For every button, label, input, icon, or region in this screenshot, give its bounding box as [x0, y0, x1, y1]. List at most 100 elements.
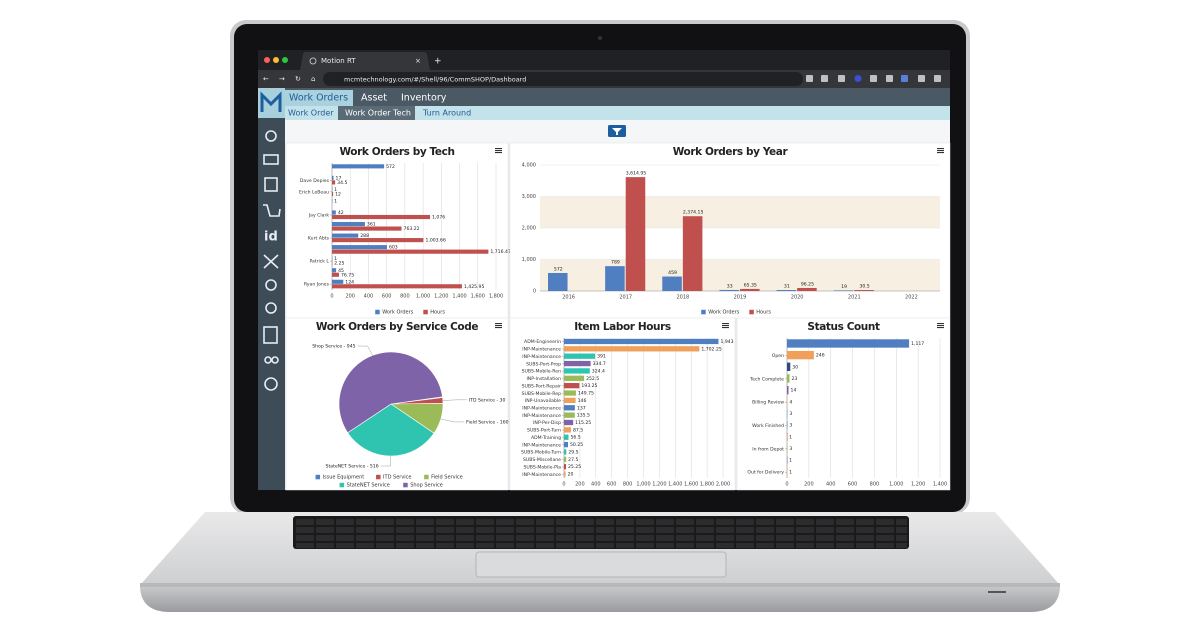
active-subtab[interactable] — [338, 106, 415, 120]
sub-tab[interactable]: Turn Around — [422, 109, 471, 118]
extension[interactable] — [838, 75, 845, 82]
nav-icon[interactable] — [264, 177, 278, 192]
chart-menu[interactable] — [495, 148, 502, 154]
category-label: SUBS-Port-Turn — [527, 428, 561, 434]
data-label: 572 — [554, 266, 563, 272]
bar — [833, 290, 854, 291]
x-tick-label: 400 — [826, 482, 836, 488]
camera — [598, 36, 602, 40]
data-label: 56.5 — [570, 435, 580, 441]
bar — [564, 464, 567, 470]
extension[interactable] — [901, 75, 908, 82]
nav-icon[interactable] — [265, 130, 277, 142]
keys — [295, 518, 907, 548]
nav-icon[interactable] — [263, 154, 279, 165]
bar — [564, 383, 580, 389]
bar — [564, 368, 590, 374]
data-label: 2.25 — [334, 261, 344, 267]
menu-bar — [937, 152, 944, 154]
category-label: INP-Maintenance — [522, 413, 561, 419]
data-label: 1 — [789, 458, 792, 464]
chart-title: Work Orders by Service Code — [316, 321, 478, 333]
home-button[interactable]: ⌂ — [311, 75, 315, 83]
chart-panel — [509, 142, 951, 319]
zoom-button[interactable] — [282, 57, 288, 63]
tab-close[interactable]: × — [415, 57, 421, 65]
legend-swatch — [339, 482, 345, 488]
extension[interactable] — [918, 75, 925, 82]
x-tick-label: 200 — [804, 482, 814, 488]
category-label: In from Depot — [752, 446, 784, 452]
nav-tab[interactable]: Inventory — [401, 93, 447, 104]
nav-icon[interactable] — [263, 204, 281, 217]
data-label: 334.7 — [593, 361, 606, 367]
chart-menu[interactable] — [495, 323, 502, 329]
legend-swatch — [375, 309, 380, 315]
nav-icon[interactable]: id — [264, 230, 278, 245]
bar — [332, 214, 431, 220]
extension[interactable] — [806, 75, 813, 82]
address-bar[interactable] — [323, 72, 803, 86]
new-tab[interactable]: + — [434, 57, 442, 67]
x-tick-label: 800 — [400, 294, 410, 300]
leader-line — [380, 455, 391, 467]
minimize-button[interactable] — [273, 57, 279, 63]
chart-menu[interactable] — [722, 323, 729, 329]
extension[interactable] — [934, 75, 941, 82]
nav-tab[interactable]: Work Orders — [289, 93, 348, 104]
data-label: 789 — [611, 260, 620, 266]
nav-icon[interactable] — [265, 279, 277, 291]
bar — [564, 338, 719, 345]
data-label: 115.25 — [575, 420, 591, 426]
extension[interactable] — [870, 75, 877, 82]
back-button[interactable]: ← — [263, 75, 269, 83]
menu-bar — [495, 323, 502, 325]
x-tick-label: 1,200 — [652, 482, 666, 488]
data-label: 87.5 — [573, 427, 583, 433]
menu-bar — [937, 323, 944, 325]
y-tick-label: 1,000 — [522, 257, 536, 263]
sub-tab[interactable]: Work Order — [288, 109, 334, 118]
x-tick-label: 600 — [382, 294, 392, 300]
chart-menu[interactable] — [937, 148, 944, 154]
nav-icon[interactable] — [264, 356, 272, 364]
nav-icon[interactable] — [264, 377, 278, 391]
menu-bar — [495, 150, 502, 152]
active-tab[interactable] — [285, 90, 353, 106]
x-tick-label: 2016 — [562, 295, 575, 301]
chart-menu[interactable] — [937, 323, 944, 329]
browser-tab[interactable] — [300, 52, 430, 70]
nav-icon[interactable] — [263, 254, 279, 269]
bar — [787, 350, 814, 360]
category-label: Open — [772, 353, 784, 359]
category-label: Out for Delivery — [747, 470, 784, 476]
bar — [332, 284, 462, 289]
sub-tab[interactable]: Work Order Tech — [345, 109, 411, 118]
leader-line — [440, 418, 465, 423]
extension[interactable] — [854, 75, 862, 82]
bar — [564, 441, 568, 448]
data-label: 1 — [334, 187, 337, 193]
nav-tab[interactable]: Asset — [361, 93, 387, 104]
legend-swatch — [376, 474, 381, 480]
category-label: INP-Maintenance — [522, 472, 561, 478]
extension[interactable] — [821, 75, 828, 82]
nav-icon[interactable] — [265, 302, 277, 314]
bar — [332, 226, 402, 231]
nav-icon[interactable] — [263, 326, 278, 344]
bar — [787, 385, 789, 395]
category-label: Work Finished — [752, 423, 784, 429]
extension[interactable] — [886, 75, 893, 82]
x-tick-label: 200 — [575, 482, 585, 488]
bar — [564, 471, 566, 477]
y-tick-label: 3,000 — [522, 194, 536, 200]
legend-label: Shop Service — [410, 483, 443, 489]
x-tick-label: 1,800 — [700, 482, 714, 488]
nav-icon[interactable] — [271, 356, 279, 364]
main-nav — [285, 88, 950, 106]
close-button[interactable] — [264, 57, 270, 63]
bar — [332, 249, 489, 254]
forward-button[interactable]: → — [279, 75, 285, 83]
data-label: 30.5 — [859, 284, 869, 290]
reload-button[interactable]: ↻ — [295, 75, 301, 83]
